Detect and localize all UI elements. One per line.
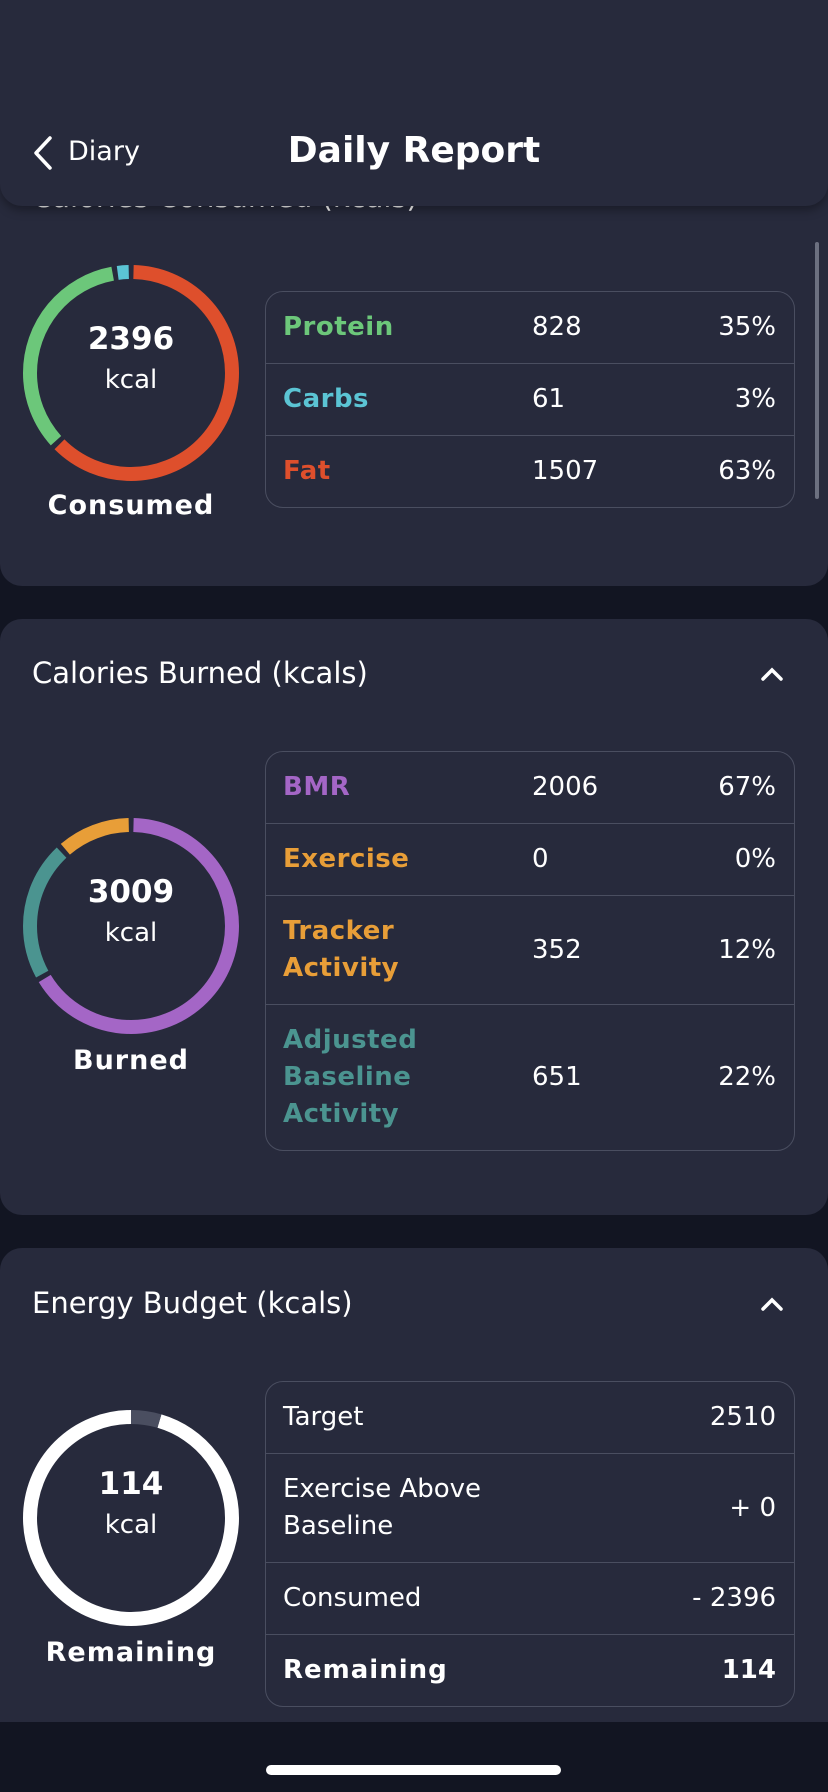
table-row: Target 2510 xyxy=(266,1382,794,1453)
table-row: Adjusted Baseline Activity 651 22% xyxy=(266,1004,794,1150)
ring-caption: Burned xyxy=(73,1045,189,1076)
row-percent: 67% xyxy=(718,772,776,802)
section-title: Calories Burned (kcals) xyxy=(32,656,368,690)
ring-unit: kcal xyxy=(104,1510,158,1540)
row-value: 352 xyxy=(532,934,582,965)
collapse-icon[interactable] xyxy=(758,664,786,684)
row-percent: 22% xyxy=(718,1062,776,1092)
row-value: + 0 xyxy=(729,1492,776,1523)
ring-caption: Consumed xyxy=(47,490,215,521)
row-percent: 35% xyxy=(718,312,776,342)
row-value: 0 xyxy=(532,844,549,874)
donut-chart xyxy=(23,818,239,1034)
page-title: Daily Report xyxy=(287,130,541,171)
row-value: 2510 xyxy=(709,1402,776,1432)
table-row: Consumed - 2396 xyxy=(266,1562,794,1634)
donut-segment xyxy=(23,1410,239,1626)
row-label: Remaining xyxy=(283,1655,448,1685)
row-percent: 12% xyxy=(718,934,776,965)
row-value: 2006 xyxy=(532,772,599,802)
row-label: Target xyxy=(283,1402,364,1432)
table-row: Tracker Activity 352 12% xyxy=(266,895,794,1004)
table-row: Fat 1507 63% xyxy=(266,435,794,507)
table-row: Exercise Above Baseline + 0 xyxy=(266,1453,794,1562)
header: Diary Daily Report xyxy=(0,0,828,206)
donut-segment xyxy=(23,265,239,481)
row-label: Fat xyxy=(283,456,331,486)
breakdown-table: BMR 2006 67% Exercise 0 0% Tracker Activity 352… xyxy=(265,751,795,1151)
home-indicator xyxy=(266,1765,561,1775)
row-percent: 3% xyxy=(734,384,776,414)
row-label: Exercise xyxy=(283,844,410,874)
row-value: - 2396 xyxy=(692,1583,776,1613)
table-row: BMR 2006 67% xyxy=(266,752,794,823)
ring-value: 114 xyxy=(98,1466,164,1502)
ring-unit: kcal xyxy=(104,918,158,948)
back-button[interactable]: Diary xyxy=(68,136,140,167)
row-value: 114 xyxy=(721,1655,776,1685)
row-label: Consumed xyxy=(283,1583,422,1613)
table-row: Carbs 61 3% xyxy=(266,363,794,435)
table-row: Exercise 0 0% xyxy=(266,823,794,895)
donut-segment xyxy=(23,265,239,481)
breakdown-table: Target 2510 Exercise Above Baseline + 0 Cons… xyxy=(265,1381,795,1707)
donut-segment xyxy=(23,818,239,1034)
row-label: Tracker Activity xyxy=(283,916,400,983)
burned-card xyxy=(0,619,828,1215)
ring-value: 2396 xyxy=(87,321,175,357)
breakdown-table: Protein 828 35% Carbs 61 3% Fat 1507 63% xyxy=(265,291,795,508)
donut-chart xyxy=(23,1410,239,1626)
row-value: 61 xyxy=(532,384,566,414)
row-value: 651 xyxy=(532,1062,582,1092)
ring-value: 3009 xyxy=(87,874,175,910)
table-row: Remaining 114 xyxy=(266,1634,794,1706)
table-row: Protein 828 35% xyxy=(266,292,794,363)
row-percent: 63% xyxy=(718,456,776,486)
row-label: Carbs xyxy=(283,384,370,414)
ring-caption: Remaining xyxy=(45,1637,217,1668)
row-label: Protein xyxy=(283,312,394,342)
donut-segment xyxy=(23,818,239,1034)
row-percent: 0% xyxy=(734,844,776,874)
donut-chart xyxy=(23,265,239,481)
row-label: Adjusted Baseline Activity xyxy=(283,1025,418,1129)
row-label: BMR xyxy=(283,772,351,802)
back-icon[interactable] xyxy=(32,135,56,171)
collapse-icon[interactable] xyxy=(758,1294,786,1314)
ring-unit: kcal xyxy=(104,365,158,395)
scrollbar xyxy=(815,242,819,499)
section-title: Energy Budget (kcals) xyxy=(32,1286,353,1320)
budget-card xyxy=(0,1248,828,1722)
row-value: 1507 xyxy=(532,456,599,486)
row-value: 828 xyxy=(532,312,582,342)
row-label: Exercise Above Baseline xyxy=(283,1474,482,1541)
